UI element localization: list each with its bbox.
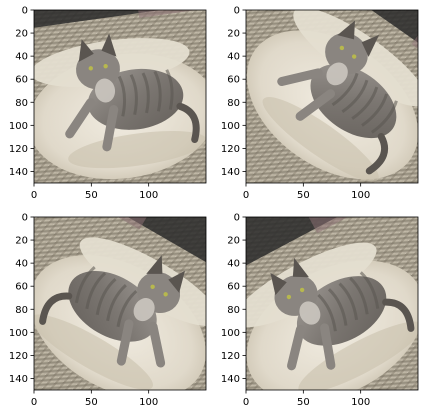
y-tick-label: 40 (227, 52, 240, 63)
y-tick-label: 140 (221, 374, 240, 385)
y-tick-label: 80 (15, 98, 28, 109)
x-tick-label: 50 (85, 397, 98, 408)
y-tick-label: 80 (15, 305, 28, 316)
y-tick-label: 0 (22, 6, 28, 17)
y-tick-label: 60 (227, 282, 240, 293)
x-tick-label: 0 (243, 190, 249, 201)
x-tick-label: 0 (243, 397, 249, 408)
augmented-cat-photo-4 (246, 217, 418, 390)
x-tick-label: 0 (31, 190, 37, 201)
y-tick-label: 100 (221, 328, 240, 339)
y-tick-label: 20 (15, 236, 28, 247)
y-tick-label: 0 (22, 213, 28, 224)
axes-frame (245, 9, 419, 184)
x-tick-label: 0 (31, 397, 37, 408)
x-tick-label: 50 (297, 397, 310, 408)
y-tick-label: 60 (15, 75, 28, 86)
subplot-bottom-right: 0 20 40 60 80 100 120 140 0 50 100 (221, 213, 419, 408)
y-tick-label: 40 (15, 259, 28, 270)
y-tick-label: 20 (15, 29, 28, 40)
x-tick-label: 100 (139, 397, 158, 408)
y-tick-label: 140 (9, 374, 28, 385)
y-tick-label: 20 (227, 236, 240, 247)
y-tick-label: 20 (227, 29, 240, 40)
y-tick-label: 40 (227, 259, 240, 270)
axes-frame (33, 216, 207, 391)
y-tick-label: 120 (9, 351, 28, 362)
x-tick-label: 50 (297, 190, 310, 201)
y-tick-label: 120 (221, 144, 240, 155)
y-tick-label: 100 (9, 328, 28, 339)
y-tick-label: 140 (221, 167, 240, 178)
y-tick-label: 120 (221, 351, 240, 362)
axes-frame (33, 9, 207, 184)
y-tick-label: 60 (227, 75, 240, 86)
axes-frame (245, 216, 419, 391)
augmented-cat-photo-3 (34, 217, 206, 390)
y-tick-label: 80 (227, 305, 240, 316)
y-tick-label: 80 (227, 98, 240, 109)
subplot-top-right: 0 20 40 60 80 100 120 140 0 50 100 (221, 6, 419, 201)
y-tick-label: 0 (234, 6, 240, 17)
subplot-bottom-left: 0 20 40 60 80 100 120 140 0 50 100 (9, 213, 207, 408)
x-tick-label: 100 (351, 397, 370, 408)
y-tick-label: 40 (15, 52, 28, 63)
y-tick-label: 100 (9, 121, 28, 132)
y-tick-label: 100 (221, 121, 240, 132)
y-tick-label: 140 (9, 167, 28, 178)
augmented-cat-photo-2 (246, 10, 418, 183)
y-tick-label: 120 (9, 144, 28, 155)
x-tick-label: 50 (85, 190, 98, 201)
subplot-top-left: 0 20 40 60 80 100 120 140 0 50 100 (9, 6, 207, 201)
y-tick-label: 60 (15, 282, 28, 293)
x-tick-label: 100 (139, 190, 158, 201)
augmented-cat-photo-1 (34, 10, 206, 183)
x-tick-label: 100 (351, 190, 370, 201)
y-tick-label: 0 (234, 213, 240, 224)
